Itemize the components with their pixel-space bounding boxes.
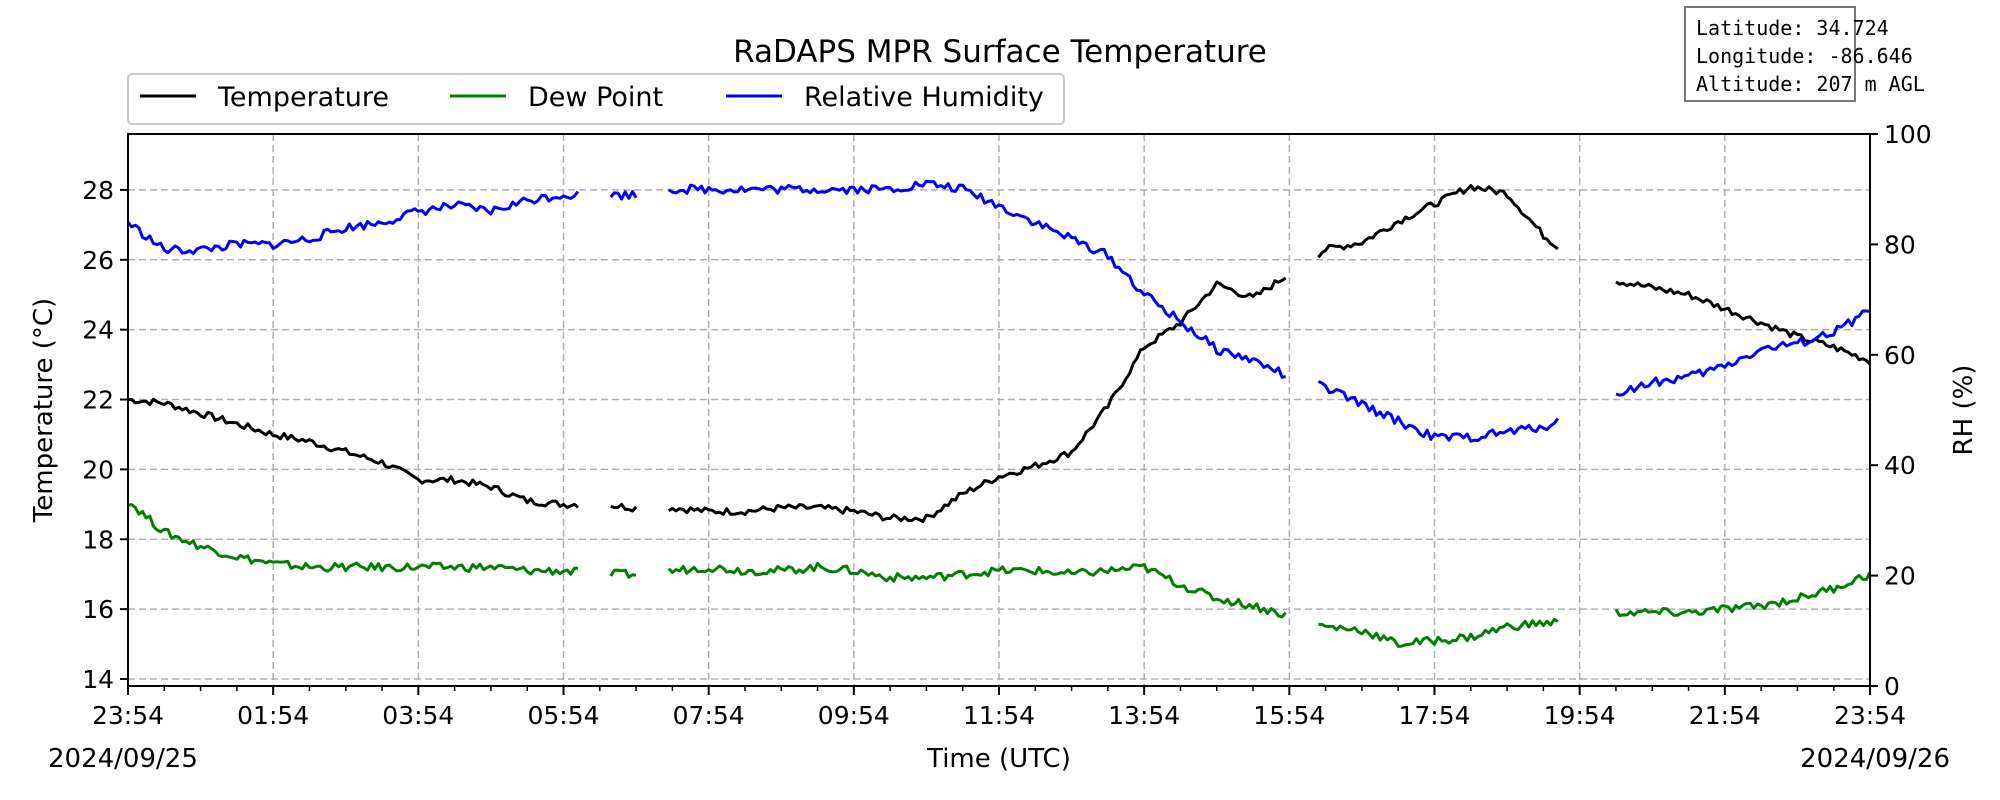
- x-tick-label: 15:54: [1253, 701, 1325, 730]
- series-line-segment: [1318, 617, 1559, 648]
- y-tick-label: 20: [82, 455, 114, 484]
- ticks: 14 16 18 20 22 24 26 28 0 20 40 60 80 100 23:54 01:54 03…: [82, 120, 1932, 730]
- latitude-text: Latitude: 34.724: [1696, 16, 1889, 40]
- x-tick-label: 17:54: [1398, 701, 1470, 730]
- x-tick-label: 23:54: [92, 701, 164, 730]
- series-lines: [126, 179, 1872, 648]
- x-tick-label: 19:54: [1544, 701, 1616, 730]
- series-line-segment: [1615, 309, 1871, 397]
- date-end-label: 2024/09/26: [1800, 744, 1950, 774]
- longitude-text: Longitude: -86.646: [1696, 44, 1913, 68]
- y-tick-label: 18: [82, 525, 114, 554]
- altitude-text: Altitude: 207 m AGL: [1696, 72, 1925, 96]
- y2-tick-label: 0: [1884, 672, 1900, 701]
- y2-tick-label: 20: [1884, 562, 1916, 591]
- y2-tick-label: 60: [1884, 341, 1916, 370]
- x-tick-label: 03:54: [382, 701, 454, 730]
- y-tick-label: 22: [82, 386, 114, 415]
- y2-tick-label: 80: [1884, 230, 1916, 259]
- legend-box: [127, 73, 1065, 125]
- x-tick-label: 05:54: [527, 701, 599, 730]
- series-line-segment: [127, 397, 579, 509]
- station-info-box: Latitude: 34.724 Longitude: -86.646 Alti…: [1684, 6, 1925, 102]
- series-temperature: [127, 184, 1872, 524]
- x-tick-label: 23:54: [1834, 701, 1906, 730]
- legend-label-dew-point: Dew Point: [528, 82, 663, 113]
- x-tick-label: 11:54: [963, 701, 1035, 730]
- legend-label-relative-humidity: Relative Humidity: [804, 82, 1044, 113]
- x-tick-label: 21:54: [1689, 701, 1761, 730]
- series-line-segment: [667, 276, 1287, 524]
- chart-title: RaDAPS MPR Surface Temperature: [733, 34, 1267, 70]
- series-relative-humidity: [126, 179, 1871, 443]
- y-axis-label: Temperature (°C): [29, 298, 59, 523]
- legend: Temperature Dew Point Relative Humidity: [127, 73, 1065, 125]
- series-line-segment: [126, 190, 580, 256]
- legend-label-temperature: Temperature: [217, 82, 389, 113]
- x-tick-label: 07:54: [673, 701, 745, 730]
- series-line-segment: [609, 568, 637, 579]
- y-tick-label: 14: [82, 665, 114, 694]
- x-tick-label: 09:54: [818, 701, 890, 730]
- series-line-segment: [667, 179, 1286, 379]
- y-tick-label: 16: [82, 595, 114, 624]
- series-line-segment: [667, 561, 1287, 619]
- y-tick-label: 26: [82, 246, 114, 275]
- y2-tick-label: 100: [1884, 120, 1932, 149]
- y-tick-label: 28: [82, 176, 114, 205]
- y2-tick-label: 40: [1884, 451, 1916, 480]
- series-line-segment: [127, 503, 578, 576]
- series-line-segment: [1317, 184, 1559, 259]
- y-tick-label: 24: [82, 316, 114, 345]
- x-axis-label: Time (UTC): [926, 744, 1071, 774]
- date-start-label: 2024/09/25: [48, 744, 198, 774]
- x-tick-label: 13:54: [1108, 701, 1180, 730]
- series-line-segment: [609, 190, 638, 201]
- series-dew-point: [127, 503, 1872, 648]
- grid: [127, 134, 1871, 686]
- series-line-segment: [1317, 380, 1560, 443]
- series-line-segment: [610, 502, 638, 513]
- y2-axis-label: RH (%): [1949, 365, 1979, 456]
- x-tick-label: 01:54: [237, 701, 309, 730]
- series-line-segment: [1614, 571, 1872, 618]
- series-line-segment: [1615, 280, 1872, 366]
